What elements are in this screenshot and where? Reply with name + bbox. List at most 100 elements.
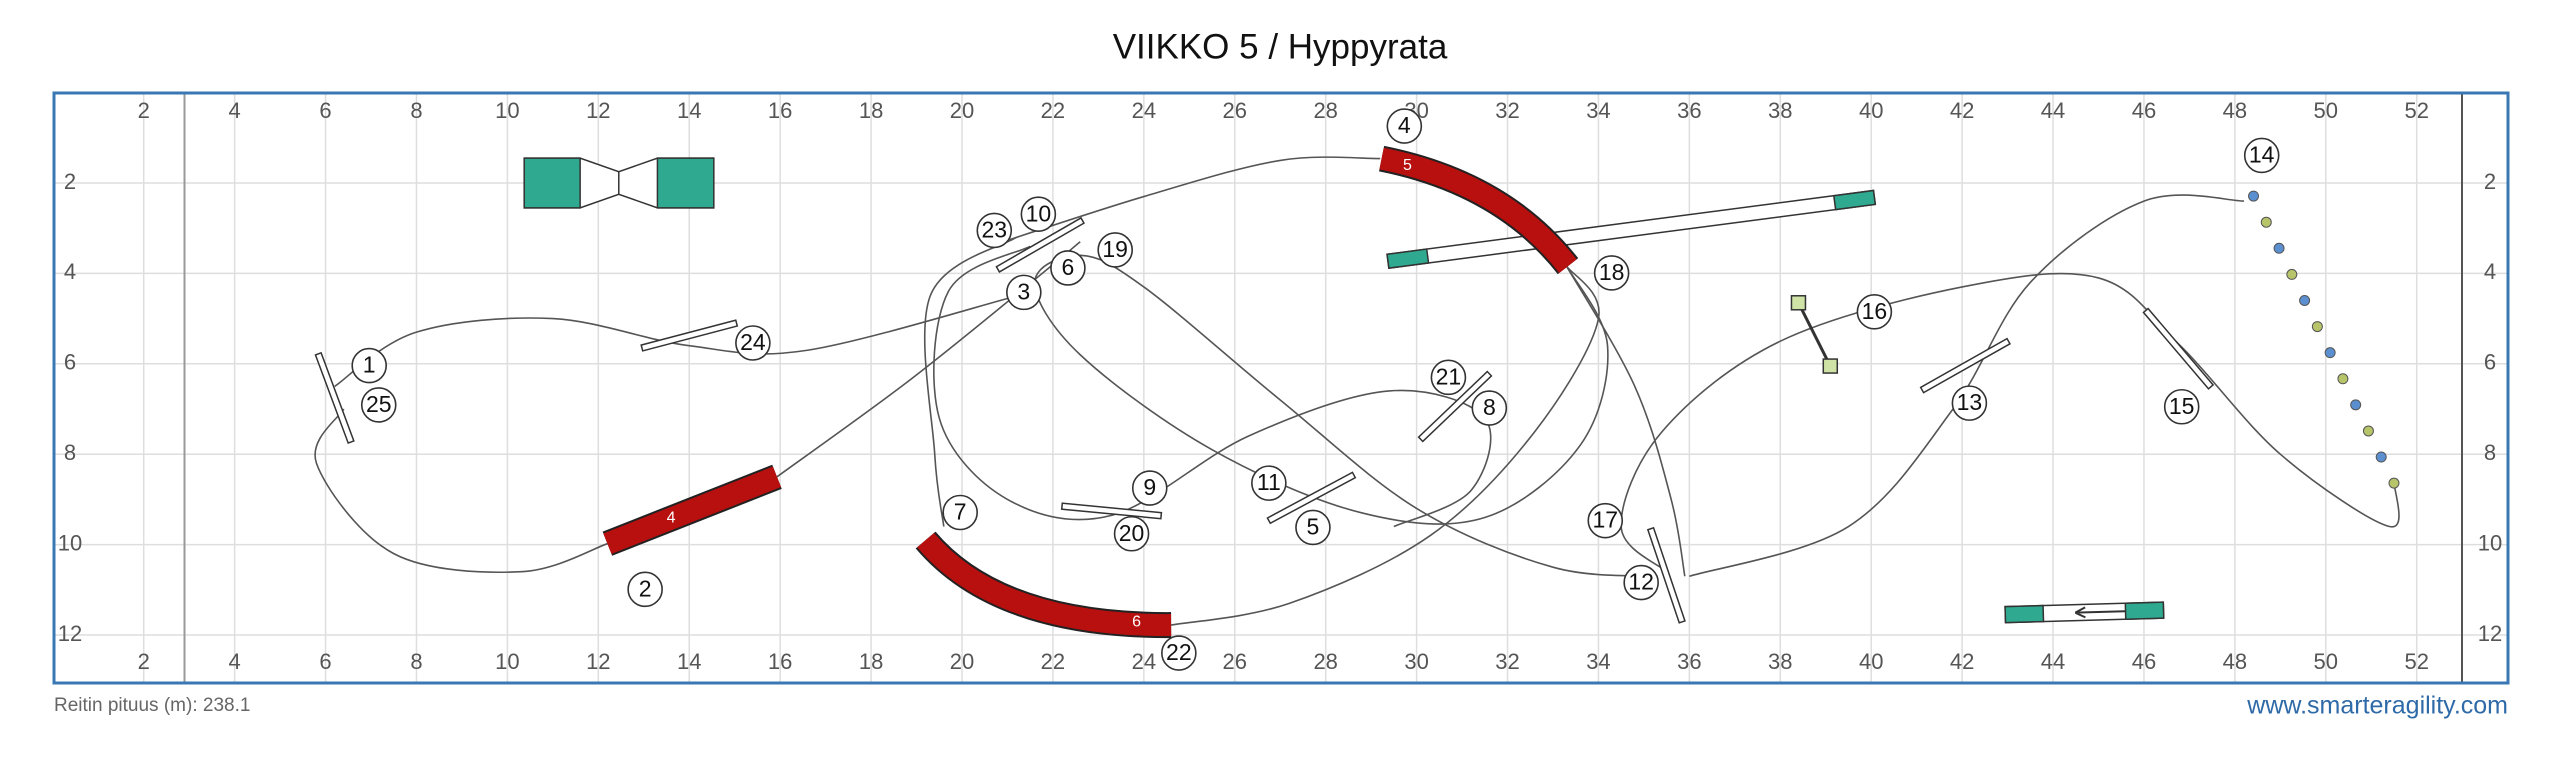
- marker-circle: [627, 571, 663, 608]
- x-tick-label: 42: [1950, 98, 1974, 123]
- x-tick-label: 36: [1677, 98, 1701, 123]
- site-link[interactable]: www.smarteragility.com: [2246, 692, 2508, 720]
- marker-label: 7: [954, 499, 967, 525]
- y-tick-label: 4: [64, 259, 76, 284]
- jump: [640, 319, 739, 352]
- x-tick-label: 32: [1495, 649, 1519, 674]
- marker-label: 24: [740, 329, 766, 355]
- contact-zone: [523, 157, 581, 209]
- marker-circle: [1623, 564, 1659, 601]
- contact-obstacle: [2004, 601, 2165, 624]
- marker-circle: [1386, 108, 1423, 144]
- x-tick-label: 24: [1132, 649, 1156, 674]
- weave-pole: [2324, 347, 2336, 359]
- route-line: [1565, 265, 1686, 577]
- marker-circle: [1471, 390, 1508, 426]
- x-tick-label: 48: [2223, 98, 2247, 123]
- grid: 2244668810101212141416161818202022222424…: [54, 93, 2508, 683]
- x-tick-label: 40: [1859, 98, 1883, 123]
- marker-label: 16: [1862, 298, 1888, 324]
- marker-label: 8: [1483, 394, 1496, 420]
- y-tick-label: 12: [58, 621, 82, 646]
- marker-circle: [1161, 635, 1197, 671]
- course-marker: 14: [2243, 137, 2280, 174]
- x-tick-label: 34: [1586, 649, 1610, 674]
- contact-zone: [2124, 601, 2165, 620]
- weave-pole: [2375, 451, 2387, 463]
- marker-circle: [2243, 137, 2280, 174]
- x-tick-label: 42: [1950, 649, 1974, 674]
- course-marker: 3: [1006, 274, 1042, 311]
- tunnel-label: 5: [1403, 157, 1412, 174]
- y-tick-label: 8: [64, 440, 76, 465]
- marker-circle: [1097, 232, 1134, 268]
- marker-label: 25: [366, 391, 392, 417]
- x-tick-label: 20: [950, 98, 974, 123]
- course-marker: 23: [976, 212, 1013, 249]
- weave-pole: [2311, 321, 2323, 333]
- marker-circle: [942, 494, 978, 531]
- markers: 1234567891011121314151617181920212223242…: [351, 108, 2280, 671]
- contact-zone: [1386, 248, 1430, 269]
- y-tick-label: 6: [64, 350, 76, 375]
- x-tick-label: 20: [950, 649, 974, 674]
- course-marker: 17: [1587, 502, 1624, 539]
- weave-pole: [2260, 216, 2272, 228]
- route-line: [923, 236, 1017, 527]
- course-marker: 19: [1097, 232, 1134, 268]
- course-marker: 25: [360, 387, 397, 423]
- course-marker: 21: [1430, 359, 1467, 396]
- jump: [1919, 337, 2011, 394]
- course-marker: 20: [1113, 515, 1150, 552]
- x-tick-label: 32: [1495, 98, 1519, 123]
- marker-circle: [1113, 515, 1150, 552]
- marker-circle: [1131, 470, 1168, 506]
- x-tick-label: 50: [2314, 649, 2338, 674]
- x-tick-label: 46: [2132, 649, 2156, 674]
- tunnel: [917, 532, 1172, 637]
- y-tick-label: 8: [2484, 440, 2496, 465]
- x-tick-label: 18: [859, 649, 883, 674]
- x-tick-label: 38: [1768, 649, 1792, 674]
- obstacles: 4 5 6: [314, 145, 2400, 639]
- marker-label: 12: [1628, 569, 1654, 595]
- course-marker: 24: [735, 325, 771, 361]
- x-tick-label: 40: [1859, 649, 1883, 674]
- route-line: [1620, 272, 2400, 573]
- route: [314, 156, 2400, 626]
- marker-label: 11: [1257, 469, 1281, 495]
- x-tick-label: 48: [2223, 649, 2247, 674]
- jump: [1646, 526, 1686, 624]
- course-marker: 10: [1020, 196, 1057, 232]
- marker-circle: [2163, 388, 2200, 425]
- y-tick-label: 10: [2478, 530, 2502, 555]
- marker-label: 20: [1119, 520, 1145, 546]
- weave-pole: [2248, 190, 2260, 202]
- jump: [1417, 370, 1493, 443]
- x-tick-label: 24: [1132, 98, 1156, 123]
- x-tick-label: 12: [586, 649, 610, 674]
- tunnel: [1379, 147, 1577, 273]
- x-tick-label: 30: [1404, 649, 1428, 674]
- x-tick-label: 28: [1313, 649, 1337, 674]
- route-line: [314, 408, 608, 574]
- x-tick-label: 22: [1041, 98, 1065, 123]
- weave-pole: [2350, 399, 2362, 411]
- title: VIIKKO 5 / Hyppyrata: [1113, 27, 1448, 66]
- wing: [1822, 358, 1839, 374]
- x-tick-label: 4: [229, 649, 241, 674]
- course-marker: 12: [1623, 564, 1659, 601]
- y-tick-label: 4: [2484, 259, 2496, 284]
- x-tick-label: 2: [138, 649, 150, 674]
- jump: [1266, 471, 1357, 525]
- marker-circle: [1020, 196, 1057, 232]
- marker-label: 17: [1592, 507, 1618, 533]
- marker-label: 18: [1599, 259, 1625, 285]
- x-tick-label: 16: [768, 98, 792, 123]
- marker-circle: [1430, 359, 1467, 396]
- course-marker: 22: [1161, 635, 1197, 671]
- course-marker: 9: [1131, 470, 1168, 506]
- marker-label: 19: [1102, 236, 1128, 262]
- marker-circle: [1006, 274, 1042, 311]
- marker-label: 10: [1026, 200, 1052, 226]
